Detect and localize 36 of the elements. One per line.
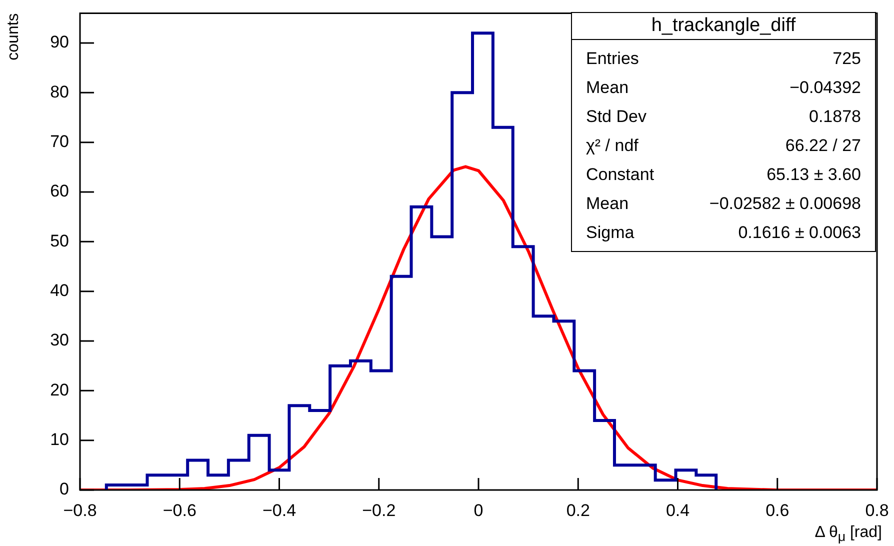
x-tick-label: 0.6: [766, 500, 790, 520]
x-tick-label: −0.8: [63, 500, 97, 520]
x-tick-label: −0.2: [362, 500, 396, 520]
annotation: Sigma: [586, 222, 634, 242]
x-tick-label: 0.4: [666, 500, 690, 520]
annotation: −0.04392: [790, 78, 861, 98]
x-axis-title: Δ θ$_{μ}$ [rad]: [814, 524, 882, 544]
chart-title: h_trackangle_diff: [572, 13, 875, 40]
annotation: 0.1878: [809, 106, 861, 126]
x-tick-label: 0.8: [865, 500, 889, 520]
annotation: Std Dev: [586, 106, 646, 126]
annotation: Mean: [586, 194, 629, 214]
y-tick-label: 60: [50, 182, 69, 201]
x-tick-label: 0.2: [566, 500, 590, 520]
annotation: −0.02582 ± 0.00698: [709, 194, 861, 214]
y-tick-label: 0: [60, 480, 69, 499]
y-axis-title: counts: [5, 13, 22, 60]
annotation: 725: [832, 48, 861, 68]
y-tick-label: 90: [50, 32, 69, 52]
y-tick-label: 50: [50, 231, 69, 250]
annotation: Mean: [586, 78, 629, 98]
y-tick-label: 40: [50, 281, 69, 300]
annotation: Constant: [586, 164, 654, 184]
annotation: Entries: [586, 48, 639, 68]
x-tick-label: −0.4: [262, 500, 296, 520]
y-tick-label: 10: [50, 430, 69, 450]
y-tick-label: 80: [50, 82, 69, 102]
y-tick-label: 20: [50, 380, 69, 400]
x-tick-label: 0: [474, 500, 484, 520]
annotation: 66.22 / 27: [785, 136, 861, 156]
annotation: χ² / ndf: [586, 136, 638, 156]
y-tick-label: 70: [50, 132, 69, 152]
annotation: 0.1616 ± 0.0063: [738, 222, 861, 242]
x-tick-label: −0.6: [162, 500, 196, 520]
y-tick-label: 30: [50, 330, 69, 350]
annotation: 65.13 ± 3.60: [766, 164, 861, 184]
